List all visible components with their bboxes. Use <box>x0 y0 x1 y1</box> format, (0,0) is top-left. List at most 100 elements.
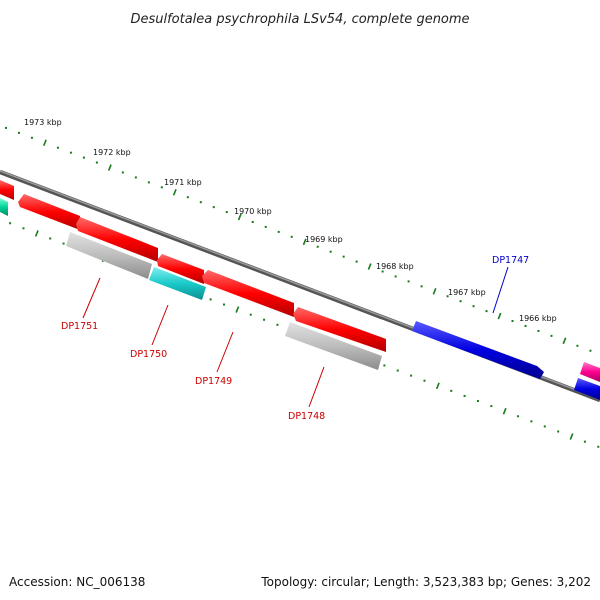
map-title: Desulfotalea psychrophila LSv54, complet… <box>130 12 469 27</box>
lower-track-dot <box>383 364 386 367</box>
gene-feature-blue-partial[interactable] <box>574 378 600 400</box>
lower-track-dot <box>222 303 225 306</box>
ruler-dot <box>95 161 98 164</box>
gene-feature-red[interactable] <box>293 307 386 352</box>
gene-labels: DP1751 DP1750 DP1749 DP1748 DP1747 <box>61 255 529 422</box>
lower-track-dot <box>583 440 586 443</box>
ruler-label-1969: 1969 kbp <box>305 235 343 244</box>
lower-track-major-tick <box>435 382 440 390</box>
ruler-dot <box>186 196 189 199</box>
ruler-dot <box>56 146 59 149</box>
lower-track-dot <box>557 430 560 433</box>
ruler-dot <box>589 349 592 352</box>
ruler-major-tick <box>497 312 502 320</box>
ruler-dot <box>446 295 449 298</box>
ruler-major-tick <box>237 213 242 221</box>
gene-feature-dp1748[interactable] <box>285 322 382 370</box>
ruler-dot <box>30 136 33 139</box>
ruler-label-1973: 1973 kbp <box>24 118 62 127</box>
ruler-dot <box>342 255 345 258</box>
ruler-dot <box>537 329 540 332</box>
accession-text: Accession: NC_006138 <box>9 575 145 589</box>
lower-track-dot <box>597 445 600 448</box>
lower-track-major-tick <box>235 306 240 313</box>
lower-track-dot <box>49 237 52 240</box>
ruler-dot <box>576 344 579 347</box>
ruler-dot <box>459 300 462 303</box>
ruler-dot <box>4 126 7 129</box>
lower-track-major-tick <box>502 407 507 415</box>
lower-track-dot <box>476 400 479 403</box>
ruler-label-1966: 1966 kbp <box>519 314 557 323</box>
ruler-labels: 1973 kbp 1972 kbp 1971 kbp 1970 kbp 1969… <box>24 118 557 323</box>
leader-dp1747 <box>492 266 509 314</box>
lower-track-dot <box>490 405 493 408</box>
ruler-major-tick <box>562 337 567 345</box>
ruler-major-tick <box>42 139 47 147</box>
ruler-dot <box>277 230 280 233</box>
gene-feature-dp1750[interactable] <box>149 267 206 300</box>
ruler-label-1970: 1970 kbp <box>234 207 272 216</box>
gene-leader-lines <box>82 266 509 408</box>
ruler-dot <box>160 186 163 189</box>
ruler-dot <box>212 206 215 209</box>
leader-dp1751 <box>82 277 101 319</box>
ruler-dot <box>355 260 358 263</box>
lower-track-dot <box>62 242 65 245</box>
ruler-dot <box>147 181 150 184</box>
ruler-major-tick <box>107 164 112 171</box>
lower-track-dot <box>463 394 466 397</box>
ruler-dot <box>407 280 410 283</box>
ruler-track <box>4 126 592 352</box>
ruler-label-1972: 1972 kbp <box>93 148 131 157</box>
gene-label-dp1747[interactable]: DP1747 <box>492 255 529 266</box>
ruler-label-1971: 1971 kbp <box>164 178 202 187</box>
gene-label-dp1750[interactable]: DP1750 <box>130 349 167 360</box>
leader-dp1750 <box>151 304 169 346</box>
gene-feature-dp1747[interactable] <box>412 321 544 379</box>
ruler-dot <box>225 211 228 214</box>
gene-feature-red-partial[interactable] <box>0 180 14 200</box>
lower-track-dot <box>530 420 533 423</box>
ruler-dot <box>394 275 397 278</box>
ruler-major-tick <box>367 263 372 270</box>
lower-track-dot <box>9 222 12 225</box>
gene-label-dp1749[interactable]: DP1749 <box>195 376 232 387</box>
gene-feature-red[interactable] <box>76 217 158 262</box>
gene-feature-green-partial[interactable] <box>0 198 8 216</box>
ruler-dot <box>485 310 488 313</box>
second-row-features <box>66 232 382 370</box>
lower-track-dot <box>396 369 399 372</box>
lower-track-dot <box>450 389 453 392</box>
ruler-major-tick <box>172 188 177 196</box>
lower-track-dot <box>410 374 413 377</box>
gene-label-dp1751[interactable]: DP1751 <box>61 321 98 332</box>
gene-feature-dp1749[interactable] <box>202 270 294 317</box>
gene-feature-dp1751[interactable] <box>66 232 152 279</box>
gene-feature-magenta-partial[interactable] <box>580 362 600 382</box>
ruler-dot <box>290 235 293 238</box>
ruler-dot <box>511 320 514 323</box>
ruler-dot <box>82 156 85 159</box>
ruler-label-1967: 1967 kbp <box>448 288 486 297</box>
ruler-dot <box>381 270 384 273</box>
ruler-dot <box>472 305 475 308</box>
lower-track-dot <box>543 425 546 428</box>
ruler-dot <box>134 176 137 179</box>
lower-track-major-tick <box>569 433 574 440</box>
ruler-dot <box>524 324 527 327</box>
ruler-dot <box>264 225 267 228</box>
gene-feature-red[interactable] <box>157 254 204 284</box>
ruler-dot <box>420 285 423 288</box>
ruler-dot <box>121 171 124 174</box>
ruler-major-tick <box>432 288 437 295</box>
gene-label-dp1748[interactable]: DP1748 <box>288 411 325 422</box>
lower-track-dot <box>276 323 279 326</box>
ruler-dot <box>251 220 254 223</box>
ruler-dot <box>199 201 202 204</box>
lower-track-dot <box>517 415 520 418</box>
ruler-dot <box>17 131 20 134</box>
lower-track-dot <box>249 313 252 316</box>
gene-feature-red[interactable] <box>18 194 80 230</box>
